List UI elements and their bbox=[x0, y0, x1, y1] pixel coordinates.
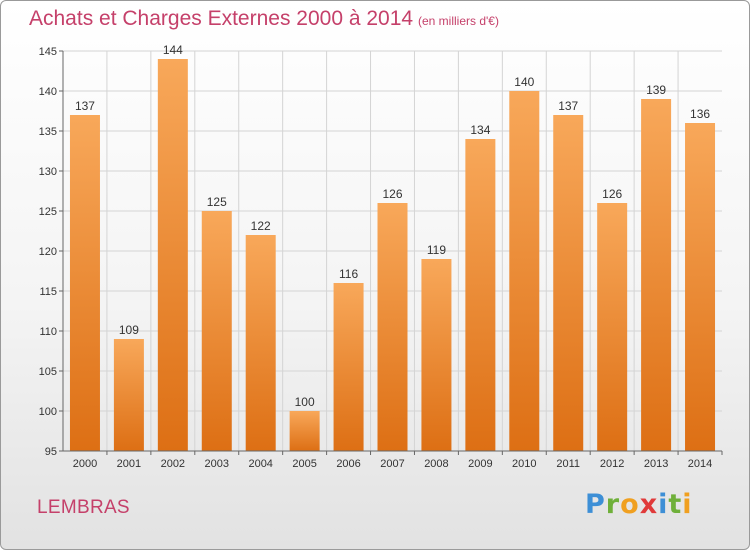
y-tick-label: 145 bbox=[39, 46, 57, 58]
logo-letter: i bbox=[682, 489, 693, 520]
x-tick-label: 2008 bbox=[424, 458, 448, 470]
y-tick-label: 100 bbox=[39, 406, 57, 418]
bar bbox=[289, 411, 320, 451]
x-tick-label: 2000 bbox=[73, 458, 97, 470]
logo-letter: P bbox=[585, 489, 606, 520]
bar-value-label: 126 bbox=[382, 187, 402, 201]
bar-value-label: 100 bbox=[295, 395, 315, 409]
logo-letter: o bbox=[620, 489, 640, 520]
bar bbox=[333, 283, 364, 451]
bar-value-label: 116 bbox=[339, 267, 358, 281]
bar bbox=[377, 203, 408, 451]
y-tick-label: 125 bbox=[39, 206, 57, 218]
x-tick-label: 2005 bbox=[292, 458, 316, 470]
bar bbox=[465, 139, 496, 451]
bar bbox=[201, 211, 232, 451]
bar-value-label: 144 bbox=[163, 43, 183, 57]
bar-value-label: 137 bbox=[75, 99, 95, 113]
y-tick-label: 95 bbox=[45, 446, 57, 458]
bar bbox=[685, 123, 716, 451]
x-tick-label: 2012 bbox=[600, 458, 624, 470]
logo-letter: i bbox=[658, 489, 669, 520]
bar-value-label: 137 bbox=[558, 99, 578, 113]
y-tick-label: 110 bbox=[39, 326, 57, 338]
x-tick-label: 2013 bbox=[644, 458, 668, 470]
x-tick-label: 2006 bbox=[336, 458, 360, 470]
bar-value-label: 122 bbox=[251, 219, 271, 233]
y-tick-label: 120 bbox=[39, 246, 57, 258]
bar-value-label: 134 bbox=[470, 123, 490, 137]
bar bbox=[597, 203, 628, 451]
bar-value-label: 126 bbox=[602, 187, 622, 201]
proxiti-logo: Proxiti bbox=[585, 489, 693, 520]
x-tick-label: 2007 bbox=[380, 458, 404, 470]
chart-subtitle: (en milliers d'€) bbox=[418, 14, 499, 28]
y-tick-label: 105 bbox=[39, 366, 57, 378]
x-tick-label: 2014 bbox=[688, 458, 712, 470]
x-tick-label: 2010 bbox=[512, 458, 536, 470]
x-tick-label: 2003 bbox=[205, 458, 229, 470]
y-tick-label: 140 bbox=[39, 86, 57, 98]
bar bbox=[157, 59, 188, 451]
bar-value-label: 136 bbox=[690, 107, 710, 121]
axes: 95 100 105 110 115 120 125 130 135 140 145 2000 2001… bbox=[39, 46, 723, 470]
y-tick-label: 135 bbox=[39, 126, 57, 138]
bar-value-label: 109 bbox=[119, 323, 139, 337]
x-tick-label: 2009 bbox=[468, 458, 492, 470]
bar-value-label: 140 bbox=[514, 75, 534, 89]
x-tick-label: 2004 bbox=[248, 458, 272, 470]
bar-value-label: 125 bbox=[207, 195, 227, 209]
x-tick-label: 2001 bbox=[117, 458, 141, 470]
x-tick-label: 2002 bbox=[161, 458, 185, 470]
y-tick-label: 130 bbox=[39, 166, 57, 178]
bar-value-label: 139 bbox=[646, 83, 666, 97]
place-name: LEMBRAS bbox=[37, 497, 130, 518]
chart-title: Achats et Charges Externes 2000 à 2014 bbox=[29, 7, 414, 30]
bars: 137 109 144 125 122 100 116 126 119 134 140 137 126 1… bbox=[69, 43, 716, 451]
bar bbox=[69, 115, 100, 451]
x-tick-label: 2011 bbox=[556, 458, 580, 470]
logo-letter: t bbox=[668, 489, 683, 520]
bar bbox=[553, 115, 584, 451]
bar-value-label: 119 bbox=[427, 243, 446, 257]
logo-letter: x bbox=[639, 489, 659, 520]
bar bbox=[113, 339, 144, 451]
logo-letter: r bbox=[605, 489, 621, 520]
bar bbox=[421, 259, 452, 451]
bar bbox=[641, 99, 672, 451]
bar bbox=[509, 91, 540, 451]
bar bbox=[245, 235, 276, 451]
y-tick-label: 115 bbox=[39, 286, 57, 298]
